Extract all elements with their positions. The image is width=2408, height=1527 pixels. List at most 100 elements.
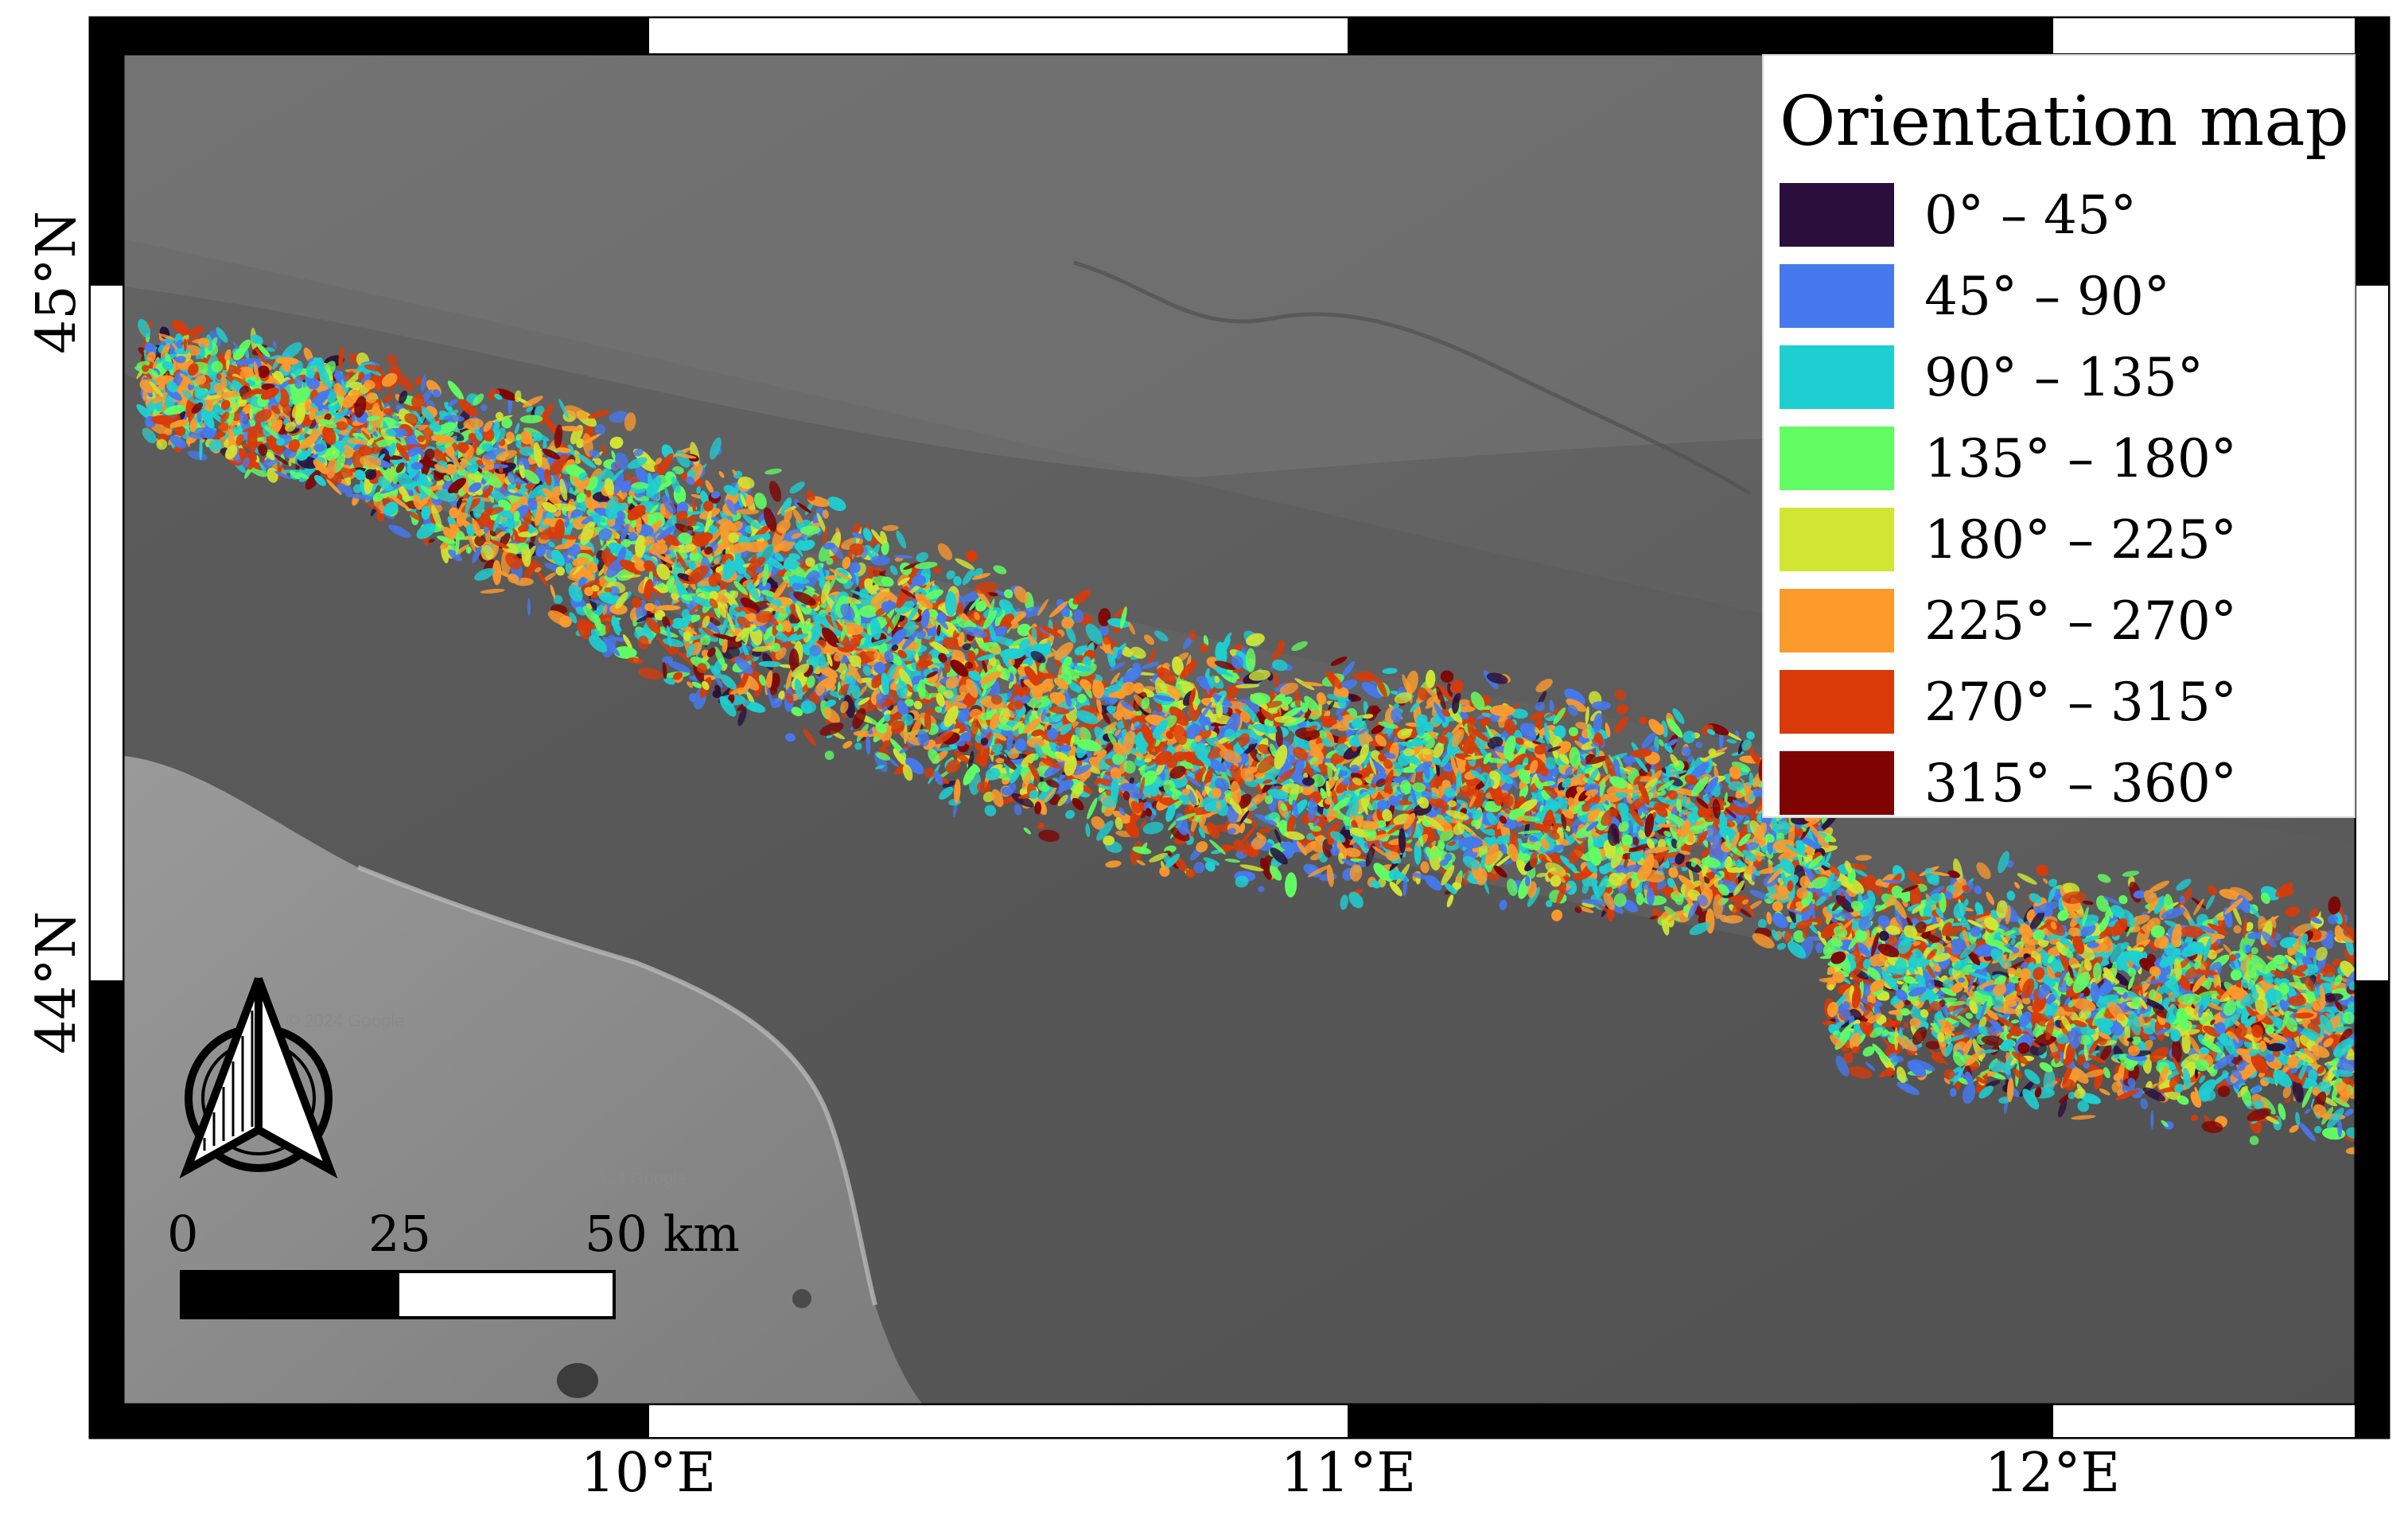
orientation-patch	[260, 388, 279, 400]
orientation-patch	[299, 434, 319, 450]
orientation-patch	[146, 351, 156, 362]
orientation-patch	[622, 634, 633, 650]
orientation-patch	[235, 357, 258, 366]
orientation-patch	[322, 426, 336, 446]
orientation-patch	[224, 349, 231, 361]
orientation-patch	[553, 594, 563, 605]
orientation-patch	[154, 403, 163, 411]
orientation-patch	[324, 413, 332, 421]
orientation-patch	[220, 411, 230, 423]
orientation-patch	[609, 411, 629, 423]
orientation-patch	[255, 347, 267, 365]
orientation-patch	[163, 405, 186, 415]
orientation-patch	[269, 355, 282, 360]
orientation-patch	[340, 379, 345, 391]
orientation-patch	[150, 415, 175, 425]
orientation-patch	[288, 438, 300, 452]
orientation-patch	[232, 348, 245, 360]
orientation-patch	[266, 451, 275, 461]
orientation-patch	[160, 343, 170, 359]
orientation-patch	[169, 419, 189, 428]
orientation-patch	[166, 380, 178, 393]
orientation-patch	[220, 372, 228, 391]
orientation-patch	[298, 466, 315, 482]
orientation-patch	[332, 407, 349, 424]
orientation-patch	[242, 403, 253, 415]
orientation-patch	[544, 417, 559, 436]
orientation-patch	[258, 443, 268, 457]
orientation-patch	[465, 546, 472, 554]
orientation-patch	[179, 372, 195, 386]
orientation-patch	[256, 343, 270, 358]
orientation-patch	[313, 443, 325, 453]
orientation-patch	[257, 365, 270, 379]
orientation-patch	[239, 368, 253, 379]
orientation-patch	[542, 572, 557, 582]
sea-area	[123, 756, 923, 1404]
orientation-patch	[294, 403, 305, 426]
orientation-patch	[188, 363, 199, 376]
orientation-patch	[249, 408, 253, 420]
orientation-patch	[282, 341, 302, 360]
orientation-patch	[220, 399, 231, 411]
orientation-patch	[149, 381, 164, 398]
orientation-patch	[209, 439, 224, 452]
orientation-patch	[158, 333, 176, 341]
orientation-patch	[326, 458, 337, 479]
watermark-2: © 2024 Google	[569, 1168, 687, 1188]
orientation-patch	[274, 454, 289, 466]
orientation-patch	[174, 426, 186, 437]
orientation-patch	[309, 410, 317, 421]
orientation-patch	[169, 435, 187, 449]
orientation-patch	[314, 434, 323, 445]
orientation-patch	[488, 415, 513, 424]
orientation-patch	[870, 555, 890, 566]
orientation-patch	[220, 391, 241, 398]
orientation-patch	[241, 388, 260, 400]
orientation-patch	[204, 347, 209, 355]
orientation-patch	[307, 357, 314, 364]
orientation-patch	[187, 450, 208, 461]
orientation-patch	[258, 461, 267, 474]
orientation-patch	[1245, 648, 1256, 672]
orientation-patch	[284, 422, 296, 432]
orientation-patch	[216, 373, 222, 380]
orientation-patch	[318, 367, 330, 387]
orientation-patch	[274, 470, 291, 480]
orientation-patch	[301, 447, 309, 458]
orientation-patch	[200, 408, 215, 429]
orientation-patch	[153, 368, 161, 376]
river-line	[1073, 260, 1752, 496]
orientation-patch	[736, 508, 760, 515]
orientation-patch	[292, 387, 310, 406]
orientation-patch	[175, 356, 186, 364]
orientation-patch	[138, 318, 151, 338]
orientation-patch	[247, 427, 258, 453]
orientation-patch	[275, 438, 285, 446]
orientation-patch	[188, 325, 204, 337]
orientation-patch	[194, 388, 208, 400]
orientation-patch	[191, 402, 204, 414]
orientation-patch	[181, 390, 198, 404]
orientation-patch	[326, 479, 342, 496]
orientation-patch	[199, 343, 205, 360]
orientation-patch	[527, 598, 531, 617]
orientation-patch	[142, 364, 150, 372]
orientation-patch	[172, 320, 189, 336]
orientation-patch	[152, 391, 169, 404]
orientation-patch	[335, 421, 348, 430]
orientation-patch	[296, 472, 309, 479]
orientation-patch	[251, 334, 263, 345]
orientation-patch	[333, 370, 348, 387]
orientation-patch	[143, 351, 148, 364]
orientation-patch	[588, 635, 608, 652]
orientation-patch	[180, 335, 200, 345]
orientation-patch	[656, 605, 681, 611]
orientation-overlay	[134, 318, 2355, 1155]
orientation-patch	[235, 434, 244, 446]
orientation-patch	[443, 475, 452, 481]
orientation-patch	[282, 403, 291, 415]
orientation-patch	[161, 360, 174, 371]
orientation-patch	[311, 428, 321, 438]
orientation-patch	[264, 347, 275, 352]
